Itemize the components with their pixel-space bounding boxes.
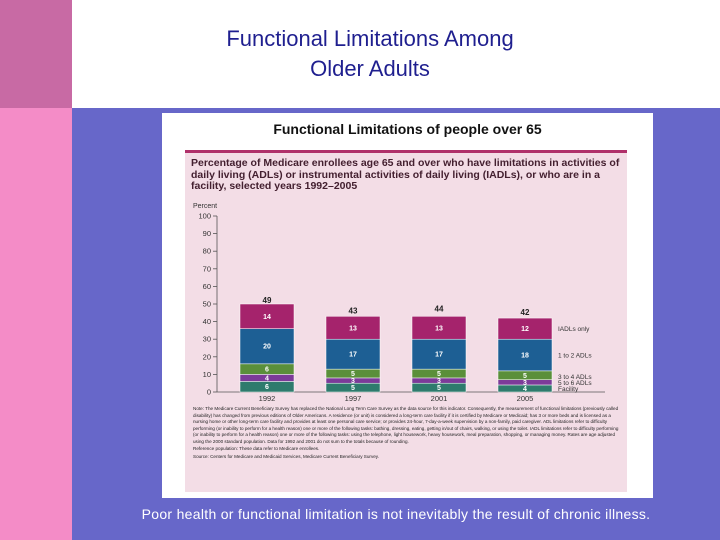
legend-label: 1 to 2 ADLs xyxy=(558,353,592,360)
x-tick-label: 2001 xyxy=(431,394,448,403)
bar-value-label: 5 xyxy=(351,371,355,378)
bar-value-label: 17 xyxy=(349,352,357,359)
slide-title-line-2: Older Adults xyxy=(310,56,430,81)
bar-segment xyxy=(497,317,553,340)
y-tick-label: 80 xyxy=(203,247,211,256)
chart-subtitle: Percentage of Medicare enrollees age 65 … xyxy=(191,157,620,192)
bar-segment xyxy=(411,338,467,370)
bar-value-label: 13 xyxy=(349,325,357,332)
bar-segment xyxy=(411,316,467,340)
bar-value-label: 17 xyxy=(435,352,443,359)
bar-value-label: 20 xyxy=(263,344,271,351)
bar-value-label: 5 xyxy=(523,373,527,380)
bar-total-label: 43 xyxy=(349,306,358,315)
legend-label: Facility xyxy=(558,386,579,393)
bar-total-label: 49 xyxy=(263,296,272,305)
bar-value-label: 14 xyxy=(263,314,271,321)
bar-value-label: 12 xyxy=(521,326,529,333)
left-accent-bottom xyxy=(0,108,72,540)
chart-figure: Functional Limitations of people over 65… xyxy=(162,113,653,498)
source-text: Source: Centers for Medicare and Medicai… xyxy=(193,453,380,459)
y-tick-label: 20 xyxy=(203,352,211,361)
y-tick-label: 50 xyxy=(203,300,211,309)
stacked-bar-chart: 0102030405060708090100646201449199253517… xyxy=(198,212,605,403)
slide-title-line-1: Functional Limitations Among xyxy=(226,26,514,51)
bar-value-label: 6 xyxy=(265,367,269,374)
bar-value-label: 3 xyxy=(437,378,441,385)
bar-value-label: 4 xyxy=(523,386,527,393)
x-tick-label: 1992 xyxy=(259,394,276,403)
slide-caption: Poor health or functional limitation is … xyxy=(141,506,651,522)
y-tick-label: 30 xyxy=(203,335,211,344)
bar-segment xyxy=(239,303,295,329)
chart-notes: Note: The Medicare Current Beneficiary S… xyxy=(193,406,623,461)
y-tick-label: 10 xyxy=(203,370,211,379)
y-tick-label: 90 xyxy=(203,229,211,238)
bar-value-label: 3 xyxy=(351,378,355,385)
bar-value-label: 5 xyxy=(351,385,355,392)
bar-value-label: 3 xyxy=(523,380,527,387)
y-tick-label: 70 xyxy=(203,264,211,273)
legend-label: 5 to 6 ADLs xyxy=(558,380,592,387)
bar-total-label: 44 xyxy=(435,305,444,314)
bar-value-label: 5 xyxy=(437,371,441,378)
bar-segment xyxy=(325,338,381,370)
left-accent-top xyxy=(0,0,72,108)
x-tick-label: 2005 xyxy=(517,394,534,403)
y-tick-label: 100 xyxy=(198,212,211,221)
bar-total-label: 42 xyxy=(521,308,530,317)
x-tick-label: 1997 xyxy=(345,394,362,403)
y-tick-label: 60 xyxy=(203,282,211,291)
figure-heading: Functional Limitations of people over 65 xyxy=(273,121,542,137)
y-tick-label: 40 xyxy=(203,317,211,326)
bar-value-label: 13 xyxy=(435,325,443,332)
bar-value-label: 4 xyxy=(265,375,269,382)
legend-label: 3 to 4 ADLs xyxy=(558,374,592,381)
bar-value-label: 18 xyxy=(521,353,529,360)
note-text: Note: The Medicare Current Beneficiary S… xyxy=(193,406,619,444)
y-axis-unit: Percent xyxy=(193,203,218,210)
chart-panel: Percentage of Medicare enrollees age 65 … xyxy=(185,150,627,492)
slide-title: Functional Limitations Among Older Adult… xyxy=(72,24,668,84)
reference-text: Reference population: These data refer t… xyxy=(193,446,320,451)
legend-label: IADLs only xyxy=(558,326,590,333)
bar-value-label: 6 xyxy=(265,384,269,391)
y-tick-label: 0 xyxy=(207,388,211,397)
bar-segment xyxy=(497,338,553,372)
bar-value-label: 5 xyxy=(437,385,441,392)
bar-segment xyxy=(325,316,381,340)
